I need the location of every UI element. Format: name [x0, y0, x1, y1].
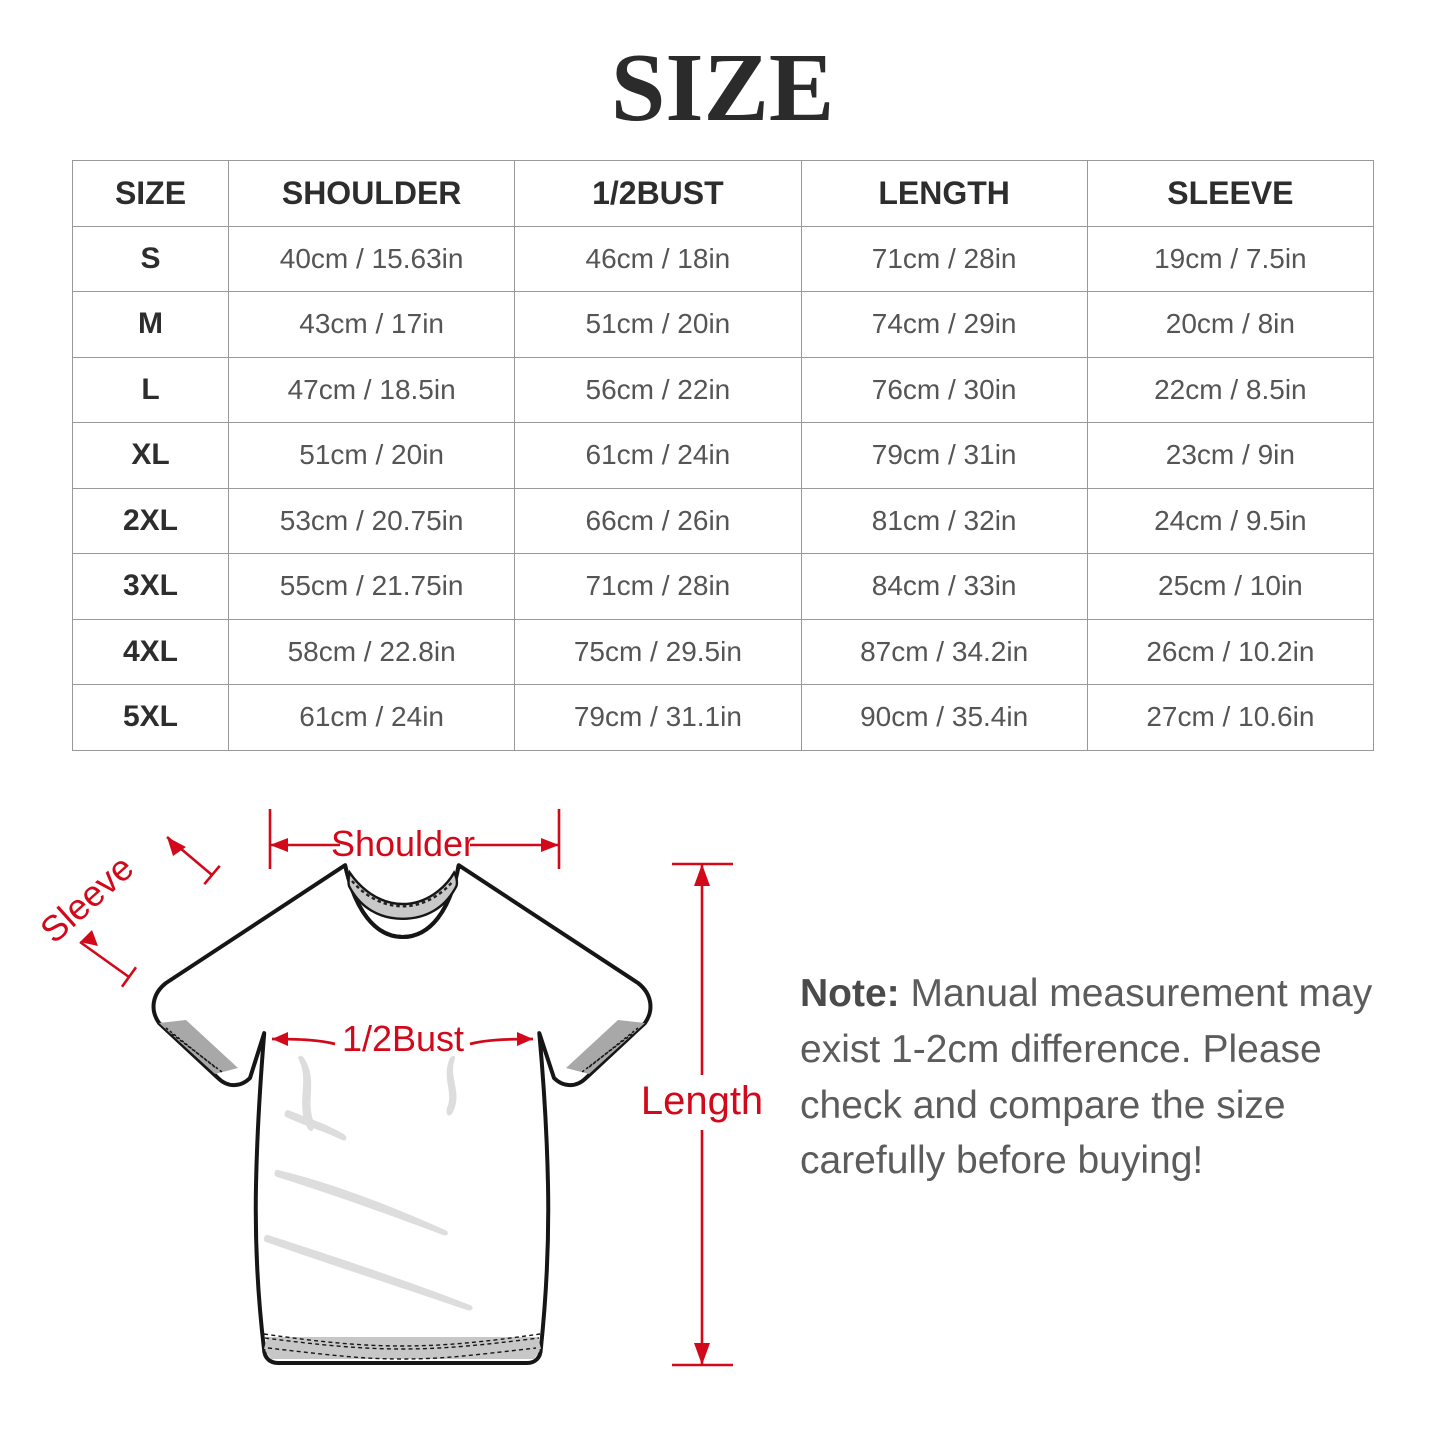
- svg-text:Length: Length: [641, 1079, 763, 1123]
- svg-text:1/2Bust: 1/2Bust: [342, 1018, 464, 1059]
- svg-text:Sleeve: Sleeve: [32, 847, 141, 951]
- svg-text:Shoulder: Shoulder: [331, 823, 475, 864]
